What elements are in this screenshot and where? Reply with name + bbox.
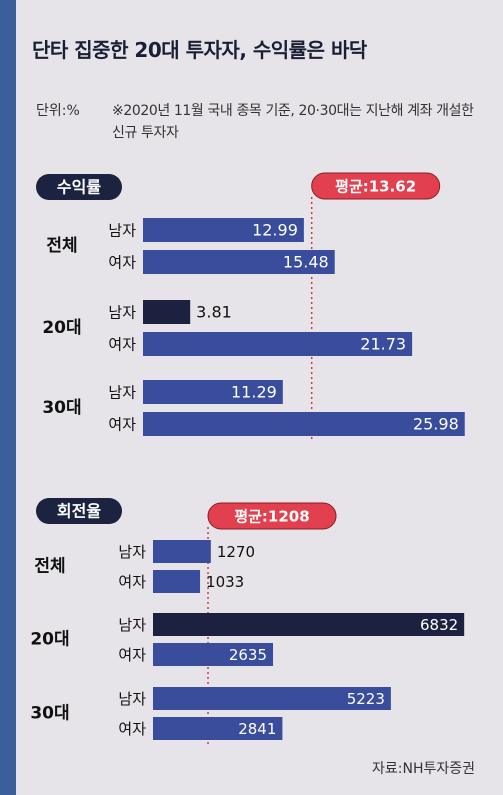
bar	[153, 687, 391, 710]
category-label: 남자	[118, 616, 146, 634]
value-label: 21.73	[360, 335, 406, 354]
bar	[143, 218, 304, 242]
section-label: 회전율	[57, 502, 101, 521]
bar	[153, 643, 274, 666]
unit: 단위:%	[36, 103, 80, 119]
category-label: 남자	[118, 543, 146, 561]
category-label: 여자	[118, 720, 146, 738]
average-label: 평균:1208	[234, 508, 309, 526]
average-label: 평균:13.62	[335, 178, 416, 196]
category-label: 남자	[108, 222, 136, 240]
bar	[143, 380, 283, 404]
photo-edge	[0, 0, 16, 795]
value-label: 2635	[229, 646, 267, 664]
average-pill	[207, 502, 337, 530]
section-pill	[36, 174, 122, 200]
bar	[153, 570, 201, 593]
group-label: 20대	[30, 630, 69, 650]
section-label: 수익률	[57, 178, 101, 197]
section-pill	[36, 498, 122, 524]
group-label: 20대	[42, 318, 81, 338]
value-label: 1270	[217, 543, 255, 561]
value-label: 3.81	[196, 303, 232, 322]
bar	[153, 717, 283, 740]
bar	[143, 332, 413, 356]
value-label: 25.98	[413, 415, 459, 434]
bar	[143, 300, 191, 324]
value-label: 6832	[420, 616, 458, 634]
group-label: 30대	[30, 704, 69, 724]
group-label: 30대	[42, 398, 81, 418]
category-label: 여자	[108, 254, 136, 272]
category-label: 여자	[118, 646, 146, 664]
category-label: 여자	[118, 573, 146, 591]
value-label: 11.29	[231, 383, 277, 402]
value-label: 1033	[206, 573, 244, 591]
note: ※2020년 11월 국내 종목 기준, 20·30대는 지난해 계좌 개설한 …	[112, 103, 474, 141]
source: 자료:NH투자증권	[372, 761, 475, 777]
bar	[143, 412, 465, 436]
category-label: 여자	[108, 336, 136, 354]
group-label: 전체	[34, 557, 65, 577]
value-label: 15.48	[283, 253, 329, 272]
average-pill	[311, 172, 441, 200]
bar	[143, 250, 335, 274]
value-label: 2841	[238, 720, 276, 738]
category-label: 남자	[118, 690, 146, 708]
bar	[153, 613, 465, 636]
category-label: 여자	[108, 416, 136, 434]
value-label: 5223	[347, 690, 385, 708]
category-label: 남자	[108, 304, 136, 322]
category-label: 남자	[108, 384, 136, 402]
title: 단타 집중한 20대 투자자, 수익률은 바닥	[32, 38, 367, 62]
value-label: 12.99	[252, 221, 298, 240]
bar	[153, 540, 211, 563]
group-label: 전체	[46, 236, 77, 256]
